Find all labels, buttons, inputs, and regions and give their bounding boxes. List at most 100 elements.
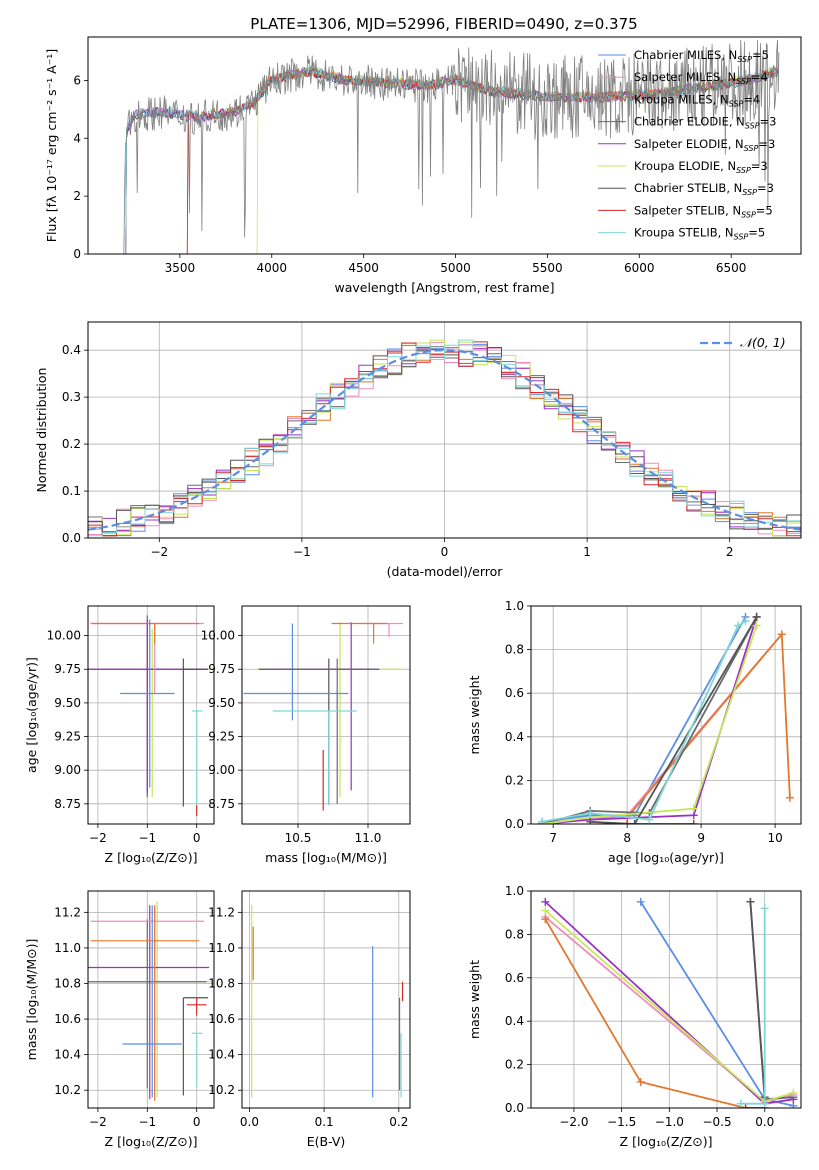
x-tick-label: 10.5 <box>285 831 312 845</box>
x-tick-label: −0.5 <box>702 1115 731 1129</box>
mass_vs_Z-axes: −2 −1 0 10.2 10.4 10.6 10.8 11.0 11.2 Z [log₁₀(Z/… <box>24 890 215 1149</box>
legend-entry: Salpeter STELIB, NSSP=5 <box>634 203 773 219</box>
y-tick-label: 9.00 <box>208 763 235 777</box>
errorbar-point <box>258 658 371 804</box>
errorbar-point <box>90 622 200 644</box>
y-axis-label: mass weight <box>467 960 482 1039</box>
x-tick-label: 2 <box>726 545 734 559</box>
y-axis-label: Flux [fλ 10⁻¹⁷ erg cm⁻² s⁻¹ A⁻¹] <box>44 49 59 242</box>
y-tick-label: 11.2 <box>208 905 235 919</box>
y-tick-label: 10.6 <box>54 1012 81 1026</box>
series-line <box>590 633 783 821</box>
plus-marker <box>752 612 761 621</box>
x-axis-label: (data-model)/error <box>387 564 504 579</box>
y-tick-label: 9.75 <box>208 662 235 676</box>
y-tick-label: 0.8 <box>505 927 524 941</box>
plus-marker <box>541 915 550 924</box>
series-line <box>544 918 765 1108</box>
x-axis-label: Z [log₁₀(Z/Z⊙)] <box>620 1134 713 1149</box>
x-tick-label: −1 <box>293 545 311 559</box>
x-axis-label: mass [log₁₀(M/M⊙)] <box>265 850 387 865</box>
x-axis-label: Z [log₁₀(Z/Z⊙)] <box>105 850 198 865</box>
legend-entry: Chabrier STELIB, NSSP=3 <box>634 181 774 197</box>
axes-frame <box>87 36 802 255</box>
x-axis-label: E(B-V) <box>307 1134 346 1149</box>
x-tick-label: 4000 <box>256 261 287 275</box>
axes-frame <box>530 605 802 825</box>
y-tick-label: 11.2 <box>54 905 81 919</box>
y-tick-label: 0.1 <box>62 484 81 498</box>
legend-entry: Chabrier ELODIE, NSSP=3 <box>634 115 776 131</box>
errorbar-point <box>361 622 403 637</box>
x-tick-label: 0 <box>193 1115 201 1129</box>
y-tick-label: 6 <box>73 73 81 87</box>
y-tick-label: 0.2 <box>505 1058 524 1072</box>
plus-marker <box>538 817 547 824</box>
massweight_vs_age-plot <box>538 612 794 824</box>
y-axis-label: mass weight <box>467 675 482 754</box>
y-tick-label: 1.0 <box>505 599 524 613</box>
y-tick-label: 0.8 <box>505 643 524 657</box>
plus-marker <box>586 817 595 824</box>
plus-marker <box>741 617 750 626</box>
massweight_vs_Z-plot <box>541 897 798 1108</box>
x-tick-label: −1.5 <box>607 1115 636 1129</box>
plus-marker <box>630 820 639 824</box>
errorbar-point <box>88 919 207 1089</box>
legend-entry: Chabrier MILES, NSSP=5 <box>634 48 769 64</box>
axes-frame <box>87 321 802 539</box>
data-spectrum-line <box>123 39 780 254</box>
figure-title: PLATE=1306, MJD=52996, FIBERID=0490, z=0… <box>250 15 637 33</box>
y-tick-label: 10.4 <box>54 1048 81 1062</box>
x-tick-label: 7 <box>549 831 557 845</box>
y-tick-label: 10.00 <box>201 629 235 643</box>
errorbar-point <box>331 622 388 644</box>
x-tick-label: 0.0 <box>240 1115 259 1129</box>
histogram-step <box>88 339 801 537</box>
y-tick-label: 0.4 <box>505 730 524 744</box>
y-axis-label: Normed distribution <box>34 368 49 493</box>
spectrum-plot <box>88 39 780 254</box>
x-tick-label: 5000 <box>440 261 471 275</box>
series-line <box>541 616 747 823</box>
mass_vs_ebv-axes: 0.0 0.1 0.2 10.2 10.4 10.6 10.8 11.0 11.2 E(B-V) <box>208 890 411 1149</box>
y-tick-label: 0.4 <box>62 343 81 357</box>
plus-marker <box>777 630 786 639</box>
y-tick-label: 10.4 <box>208 1048 235 1062</box>
x-tick-label: −2 <box>89 1115 107 1129</box>
y-tick-label: 11.0 <box>208 941 235 955</box>
age_vs_Z-axes: −2 −1 0 8.75 9.00 9.25 9.50 9.75 10.00 Z [log₁₀(Z… <box>24 605 215 865</box>
x-tick-label: −2 <box>89 831 107 845</box>
x-tick-label: 1 <box>583 545 591 559</box>
plus-marker <box>760 1099 769 1108</box>
plus-marker <box>741 1104 750 1108</box>
y-tick-label: 0 <box>73 247 81 261</box>
errorbar-point <box>256 622 403 798</box>
mass_vs_ebv-plot <box>251 905 404 1098</box>
x-tick-label: 5500 <box>532 261 563 275</box>
plus-marker <box>789 1088 798 1097</box>
errorbar-point <box>120 619 175 788</box>
plus-marker <box>636 1077 645 1086</box>
errorbar-point <box>272 710 357 806</box>
errorbar-point <box>182 997 209 1096</box>
y-tick-label: 11.0 <box>54 941 81 955</box>
errorbar-point <box>186 997 207 1016</box>
x-axis-label: wavelength [Angstrom, rest frame] <box>334 280 554 295</box>
x-axis-label: Z [log₁₀(Z/Z⊙)] <box>105 1134 198 1149</box>
y-tick-label: 8.75 <box>208 797 235 811</box>
massweight_vs_Z-axes: −2.0 −1.5 −1.0 −0.5 0.0 0.0 0.2 0.4 0.6 0.8 1.0 Z [… <box>467 884 802 1149</box>
legend: 𝒩(0, 1) <box>700 335 786 350</box>
errorbar-point <box>88 905 210 1100</box>
plus-marker <box>645 815 654 824</box>
residuals-axes: −2 −1 0 1 2 0.0 0.1 0.2 0.3 0.4 𝒩(0, 1) (data-model… <box>34 321 802 579</box>
y-tick-label: 0.0 <box>505 817 524 831</box>
y-tick-label: 10.2 <box>208 1083 235 1097</box>
plus-marker <box>689 804 698 813</box>
axes-frame <box>87 890 215 1109</box>
y-tick-label: 9.25 <box>208 730 235 744</box>
plus-marker <box>752 621 761 630</box>
series-line <box>590 616 758 824</box>
y-tick-label: 0.2 <box>505 773 524 787</box>
y-tick-label: 0.0 <box>62 531 81 545</box>
